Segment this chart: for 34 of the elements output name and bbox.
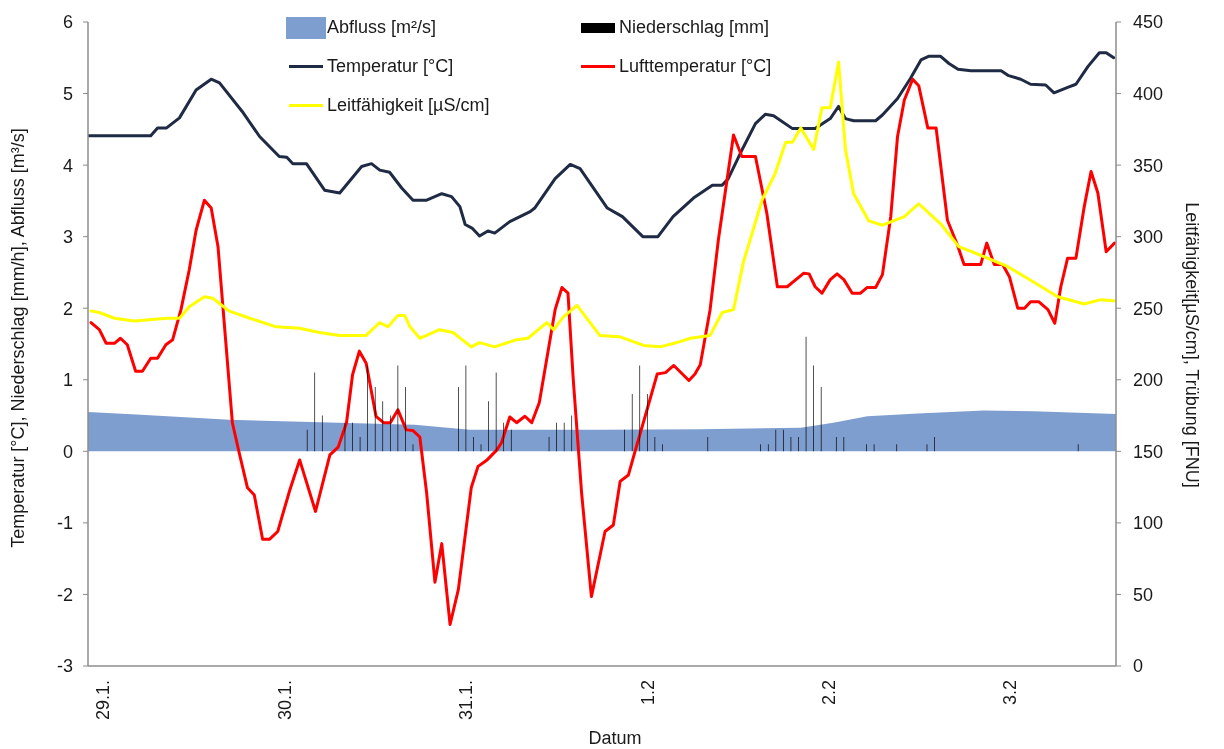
y-tick-label: 2 xyxy=(62,298,73,319)
legend-label: Abfluss [m²/s] xyxy=(327,17,437,38)
y2-tick-label: 300 xyxy=(1133,227,1164,248)
y-axis-title: Temperatur [°C], Niederschlag [mm/h], Abfluss [m³/s] xyxy=(8,128,28,548)
x-tick-label: 31.1. xyxy=(456,680,477,721)
x-tick-label: 30.1. xyxy=(274,680,295,721)
y-tick-label: 1 xyxy=(62,370,73,391)
y-tick-label: -2 xyxy=(56,584,73,605)
y-tick-label: 0 xyxy=(62,441,73,462)
y2-tick-label: 150 xyxy=(1133,441,1164,462)
y-tick-label: 4 xyxy=(62,155,73,176)
y-tick-label: 6 xyxy=(62,12,73,33)
y-tick-label: -1 xyxy=(56,513,73,534)
y-tick-label: 5 xyxy=(62,83,73,104)
y2-tick-label: 0 xyxy=(1133,656,1144,677)
legend-label: Leitfähigkeit [µS/cm] xyxy=(327,95,490,116)
legend-label: Niederschlag [mm] xyxy=(619,17,770,38)
y2-tick-label: 350 xyxy=(1133,155,1164,176)
y2-tick-label: 450 xyxy=(1133,12,1164,33)
y2-axis-title: Leitfähigkeit[µS/cm], Trübung [FNU] xyxy=(1182,202,1202,488)
legend-label: Lufttemperatur [°C] xyxy=(619,56,772,77)
legend-label: Temperatur [°C] xyxy=(327,56,454,77)
y2-tick-label: 200 xyxy=(1133,370,1164,391)
x-tick-label: 2.2 xyxy=(819,680,840,706)
y2-tick-label: 100 xyxy=(1133,513,1164,534)
y2-tick-label: 50 xyxy=(1133,584,1154,605)
x-tick-label: 29.1. xyxy=(93,680,114,721)
x-tick-label: 3.2 xyxy=(1000,680,1021,706)
y2-tick-label: 250 xyxy=(1133,298,1164,319)
y-tick-label: 3 xyxy=(62,227,73,248)
y2-tick-label: 400 xyxy=(1133,83,1164,104)
y-tick-label: -3 xyxy=(56,656,73,677)
x-tick-label: 1.2 xyxy=(637,680,658,706)
x-axis-title: Datum xyxy=(588,728,642,748)
